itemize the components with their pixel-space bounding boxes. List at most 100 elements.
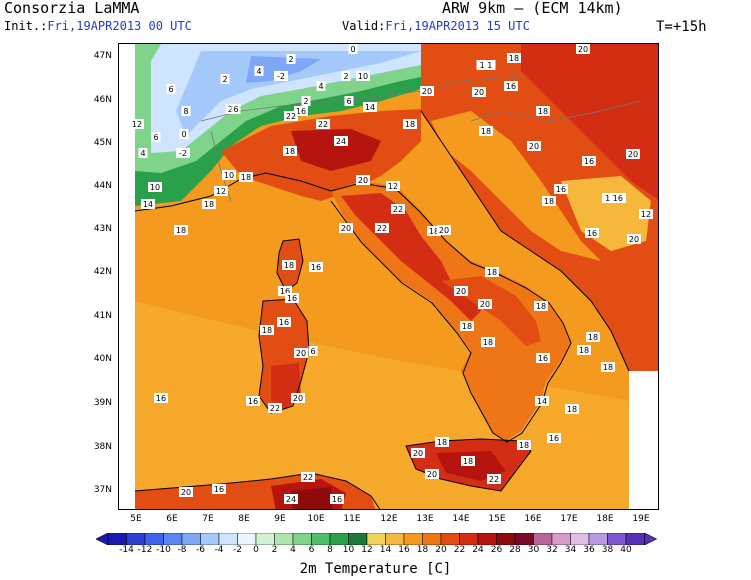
lon-label: 18E xyxy=(596,514,614,524)
temperature-value-label: 20 xyxy=(413,449,423,458)
temperature-value-label: 22 xyxy=(489,475,499,484)
colorbar-segment xyxy=(533,533,553,545)
temperature-value-label: 6 xyxy=(310,347,315,356)
colorbar-segment xyxy=(292,533,312,545)
colorbar-segment xyxy=(607,533,627,545)
temperature-value-label: 20 xyxy=(578,45,588,54)
lon-label: 12E xyxy=(380,514,398,524)
label-box xyxy=(284,494,298,504)
model-title: ARW 9km – (ECM 14km) xyxy=(442,0,623,17)
temperature-value-label: 4 xyxy=(140,149,145,158)
label-box xyxy=(504,81,518,91)
colorbar-segment xyxy=(107,533,127,545)
temperature-value-label: 16 xyxy=(538,354,548,363)
colorbar-segment xyxy=(200,533,220,545)
colorbar-tick-label: 0 xyxy=(253,545,259,555)
temperature-value-label: 1 16 xyxy=(605,194,623,203)
temperature-value-label: 20 xyxy=(296,349,306,358)
label-box xyxy=(602,193,626,203)
temperature-value-label: 18 xyxy=(285,147,295,156)
forecast-step: T=+15h xyxy=(656,19,707,35)
colorbar-tick-label: 22 xyxy=(453,545,466,555)
label-box xyxy=(485,267,499,277)
label-box xyxy=(348,44,358,54)
label-box xyxy=(268,403,282,413)
adriatic-sea xyxy=(431,111,601,261)
temperature-value-label: 22 xyxy=(303,473,313,482)
colorbar-tick-label: -10 xyxy=(156,545,171,555)
temperature-value-label: 6 xyxy=(346,97,351,106)
temperature-value-label: 16 xyxy=(584,157,594,166)
colorbar-segment xyxy=(385,533,405,545)
temperature-value-label: 14 xyxy=(537,397,547,406)
label-box xyxy=(476,60,496,70)
lat-label: 38N xyxy=(93,442,112,452)
balkan-coast xyxy=(420,110,630,372)
temperature-value-label: 16 xyxy=(296,107,306,116)
colorbar-tick-label: 2 xyxy=(271,545,278,555)
label-box xyxy=(627,234,641,244)
colorbar-tick-label: 30 xyxy=(527,545,540,555)
colorbar-low-arrow xyxy=(96,533,109,545)
temperature-value-label: 18 xyxy=(509,54,519,63)
label-box xyxy=(138,148,148,158)
colorbar-title: 2m Temperature [C] xyxy=(299,561,452,577)
dinaric-cooler xyxy=(561,176,651,251)
label-box xyxy=(585,228,599,238)
label-box xyxy=(565,404,579,414)
no-data-east xyxy=(629,371,658,509)
colorbar-tick-label: 28 xyxy=(509,545,521,555)
colorbar-tick-label: 40 xyxy=(620,545,632,555)
label-box xyxy=(284,111,298,121)
label-box xyxy=(176,148,190,158)
colorbar-tick-label: 20 xyxy=(435,545,447,555)
label-box xyxy=(536,106,550,116)
label-box xyxy=(212,484,226,494)
colorbar-segment xyxy=(329,533,349,545)
label-box xyxy=(181,106,191,116)
temperature-value-label: 18 xyxy=(284,261,294,270)
temperature-value-label: 16 xyxy=(248,397,258,406)
temperature-value-label: 18 xyxy=(481,127,491,136)
label-box xyxy=(411,448,425,458)
temperature-value-label: 16 xyxy=(311,263,321,272)
temperature-value-label: 0 xyxy=(181,130,186,139)
temperature-value-label: 18 xyxy=(588,333,598,342)
colorbar-tick-label: -6 xyxy=(196,545,205,555)
temperature-value-label: 20 xyxy=(529,142,539,151)
temperature-value-label: 18 xyxy=(429,227,439,236)
label-box xyxy=(576,44,590,54)
label-box xyxy=(626,149,640,159)
label-box xyxy=(154,393,168,403)
temperature-value-label: 20 xyxy=(628,150,638,159)
temperature-value-label: 12 xyxy=(388,182,398,191)
colorbar-tick-label: 12 xyxy=(361,545,373,555)
colorbar-high-arrow xyxy=(644,533,658,545)
temperature-value-label: 22 xyxy=(318,120,328,129)
temperature-value-label: 2 xyxy=(288,55,293,64)
temperature-value-label: 20 xyxy=(427,470,437,479)
label-box xyxy=(334,136,348,146)
label-box xyxy=(420,86,434,96)
po-valley-hot xyxy=(291,129,381,171)
temperature-value-label: 2 xyxy=(343,72,348,81)
label-box xyxy=(527,141,541,151)
temperature-value-label: 24 xyxy=(336,137,346,146)
temperature-value-label: 18 xyxy=(536,302,546,311)
map-canvas: 0-2210242620426162281206-246142218241820… xyxy=(119,44,658,509)
colorbar-segment xyxy=(181,533,201,545)
sardinia-coast xyxy=(258,298,310,414)
label-box xyxy=(547,433,561,443)
label-box xyxy=(339,223,353,233)
label-box xyxy=(202,199,216,209)
temperature-value-label: 18 xyxy=(538,107,548,116)
label-box xyxy=(282,260,296,270)
temperature-value-label: 16 xyxy=(506,82,516,91)
temperature-value-label: 18 xyxy=(544,197,554,206)
colorbar-segment xyxy=(311,533,331,545)
label-box xyxy=(301,96,311,106)
temperature-value-label: 18 xyxy=(567,405,577,414)
label-box xyxy=(363,102,377,112)
lat-label: 37N xyxy=(93,485,112,495)
temperature-value-label: 4 xyxy=(318,82,323,91)
